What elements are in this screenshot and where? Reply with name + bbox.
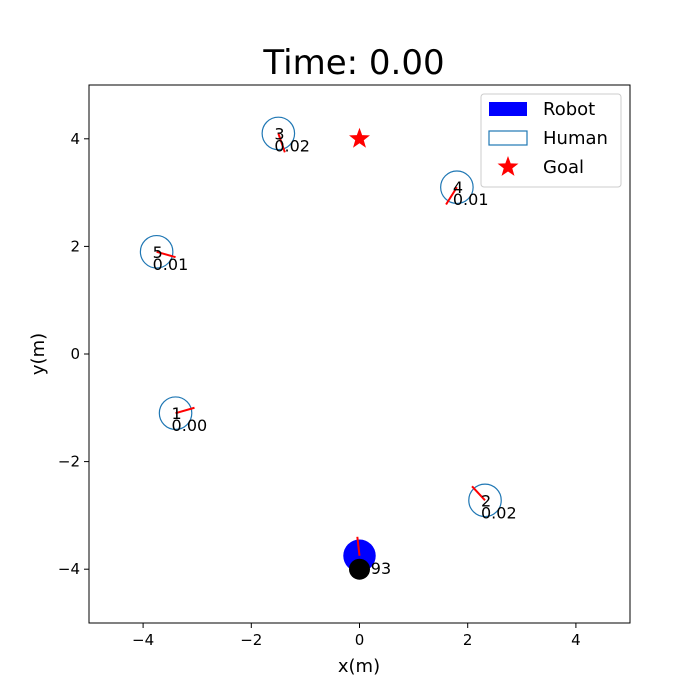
y-axis-label: y(m)	[28, 333, 49, 375]
axis-ticks: −4 −2 0 2 4 −4 −2 0 2 4	[58, 130, 581, 649]
robot-heading	[356, 536, 361, 556]
human-heading	[156, 250, 176, 259]
human-heading	[471, 485, 486, 502]
human-id-label: 2	[481, 491, 491, 510]
human-heading	[175, 406, 195, 415]
human-value-label: 0.01	[453, 190, 489, 209]
y-tick-label: 4	[70, 130, 80, 148]
legend-human-swatch	[488, 130, 528, 146]
legend-goal-swatch	[497, 156, 519, 176]
y-tick-label: −4	[58, 560, 80, 578]
x-tick-label: 2	[463, 631, 473, 649]
x-tick-label: 0	[355, 631, 365, 649]
legend-label: Goal	[543, 157, 584, 178]
human-value-label: 0.02	[274, 136, 310, 155]
robot-start-marker	[349, 558, 370, 580]
chart-title: Time: 0.00	[262, 43, 444, 83]
legend-label: Robot	[543, 99, 595, 120]
legend: Robot Human Goal	[480, 93, 622, 188]
human-value-label: 0.01	[153, 255, 189, 274]
y-tick-label: 2	[70, 237, 80, 255]
human-value-label: 0.02	[481, 503, 517, 522]
human-circle	[139, 234, 174, 269]
human-id-label: 4	[453, 178, 463, 197]
human-heading	[445, 186, 458, 206]
x-tick-label: −4	[132, 631, 154, 649]
x-tick-label: −2	[240, 631, 262, 649]
goal-star	[349, 127, 370, 148]
y-tick-label: −2	[58, 453, 80, 471]
human-circle	[440, 170, 474, 205]
human-heading	[277, 133, 286, 153]
y-tick-label: 0	[70, 345, 80, 363]
human-value-label: 0.00	[172, 416, 208, 435]
legend-label: Human	[543, 128, 608, 149]
x-tick-label: 4	[571, 631, 581, 649]
human-id-label: 1	[172, 404, 182, 423]
human-circle	[468, 483, 502, 518]
x-axis-label: x(m)	[338, 656, 380, 677]
human-circle	[158, 396, 193, 431]
human-id-label: 3	[274, 124, 284, 143]
human-id-label: 5	[153, 243, 163, 262]
legend-robot-swatch	[489, 102, 527, 116]
human-circle	[261, 116, 296, 151]
